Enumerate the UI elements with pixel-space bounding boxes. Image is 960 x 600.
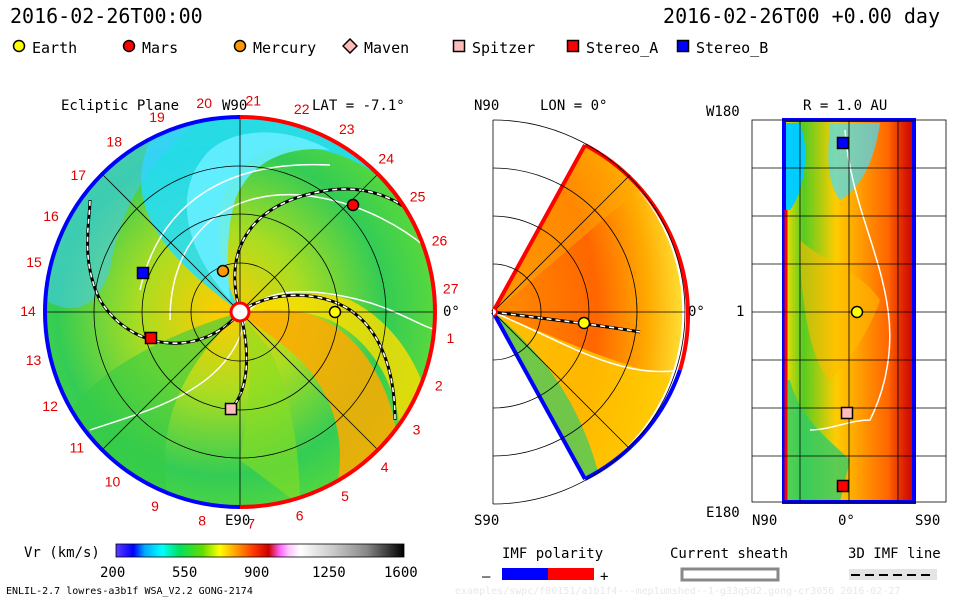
map-y-bottom-label: E180 bbox=[706, 505, 740, 521]
square-marker-icon bbox=[676, 39, 690, 57]
rotation-label: 7 bbox=[247, 516, 255, 532]
meridional-plane-panel bbox=[491, 119, 690, 505]
longitude-latitude-map-panel bbox=[751, 118, 947, 504]
rotation-label: 12 bbox=[42, 398, 58, 414]
rotation-label: 16 bbox=[43, 208, 59, 224]
circle-marker-icon bbox=[12, 39, 26, 57]
imf-minus-label: – bbox=[482, 569, 491, 585]
date-title-right: 2016-02-26T00 +0.00 day bbox=[663, 4, 940, 28]
map-x-mid-label: 0° bbox=[838, 513, 855, 529]
rotation-label: 1 bbox=[447, 330, 455, 346]
rotation-label: 18 bbox=[106, 133, 122, 149]
map-x-left-label: N90 bbox=[752, 513, 777, 529]
rotation-label: 10 bbox=[105, 473, 121, 489]
circle-marker-icon bbox=[233, 39, 247, 57]
rotation-label: 15 bbox=[26, 254, 42, 270]
spitzer-marker bbox=[840, 406, 854, 420]
square-marker-icon bbox=[452, 39, 466, 57]
rotation-label: 2 bbox=[435, 378, 443, 394]
rotation-label: 6 bbox=[296, 507, 304, 523]
imf-plus-label: + bbox=[600, 569, 608, 585]
circle-marker-icon bbox=[122, 39, 136, 57]
ecliptic-title: Ecliptic Plane bbox=[61, 98, 179, 114]
vr-colorbar bbox=[115, 543, 405, 558]
current-sheath-label: Current sheath bbox=[670, 546, 788, 562]
rotation-label: 3 bbox=[413, 422, 421, 438]
rotation-label: 22 bbox=[294, 101, 310, 117]
map-x-right-label: S90 bbox=[915, 513, 940, 529]
square-marker-icon bbox=[566, 39, 580, 57]
rotation-label: 11 bbox=[70, 439, 85, 455]
rotation-label: 21 bbox=[246, 92, 262, 108]
legend-item: Maven bbox=[341, 37, 410, 58]
earth-marker bbox=[850, 305, 864, 319]
legend-item: Earth bbox=[12, 38, 77, 58]
meridional-bottom-label: S90 bbox=[474, 513, 499, 529]
ecliptic-right-label: 0° bbox=[443, 304, 460, 320]
stereo_a-marker bbox=[836, 479, 850, 493]
spacecraft-markers bbox=[136, 136, 864, 493]
mercury-marker bbox=[216, 264, 230, 278]
rotation-label: 25 bbox=[410, 188, 426, 204]
map-title: R = 1.0 AU bbox=[803, 98, 887, 114]
rotation-label: 17 bbox=[71, 167, 87, 183]
spitzer-marker bbox=[224, 402, 238, 416]
rotation-label: 20 bbox=[196, 95, 212, 111]
map-y-top-label: W180 bbox=[706, 104, 740, 120]
stereo_b-marker bbox=[136, 266, 150, 280]
colorbar-tick: 550 bbox=[172, 565, 197, 581]
legend-label: Maven bbox=[364, 39, 410, 57]
imf-polarity-label: IMF polarity bbox=[502, 546, 603, 562]
legend-label: Stereo_B bbox=[696, 39, 769, 57]
earth-marker bbox=[328, 305, 342, 319]
footer-file-info: examples/swpc/f80151/a1b1f4---mep1umshed… bbox=[455, 586, 901, 597]
rotation-label: 4 bbox=[381, 459, 389, 475]
meridional-top-label: N90 bbox=[474, 98, 499, 114]
colorbar-tick: 1250 bbox=[312, 565, 346, 581]
rotation-label: 19 bbox=[149, 109, 165, 125]
earth-marker bbox=[577, 316, 591, 330]
mars-marker bbox=[346, 198, 360, 212]
imf-polarity-bar bbox=[502, 568, 594, 580]
meridional-right-label: 0° bbox=[688, 304, 705, 320]
ecliptic-top-label: W90 bbox=[222, 98, 247, 114]
colorbar-tick: 900 bbox=[244, 565, 269, 581]
rotation-label: 23 bbox=[339, 121, 355, 137]
legend-item: Mars bbox=[122, 38, 178, 58]
legend-label: Earth bbox=[32, 39, 78, 57]
rotation-label: 24 bbox=[378, 151, 394, 167]
legend-label: Stereo_A bbox=[586, 39, 659, 57]
imf-line-label: 3D IMF line bbox=[848, 546, 941, 562]
rotation-label: 14 bbox=[20, 303, 36, 319]
legend-item: Stereo_B bbox=[676, 38, 768, 58]
footer-model-info: ENLIL-2.7 lowres-a3b1f WSA_V2.2 GONG-217… bbox=[6, 586, 253, 597]
meridional-lon-label: LON = 0° bbox=[540, 98, 607, 114]
legend-label: Mercury bbox=[253, 39, 317, 57]
stereo_a-marker bbox=[144, 331, 158, 345]
legend-item: Spitzer bbox=[452, 38, 535, 58]
ecliptic-bottom-label: E90 bbox=[225, 513, 250, 529]
legend-item: Stereo_A bbox=[566, 38, 658, 58]
diamond-marker-icon bbox=[341, 37, 359, 58]
stereo_b-marker bbox=[836, 136, 850, 150]
ecliptic-lat-label: LAT = -7.1° bbox=[312, 98, 405, 114]
date-title-left: 2016-02-26T00:00 bbox=[10, 4, 203, 28]
rotation-label: 8 bbox=[198, 513, 206, 529]
current-sheath-swatch bbox=[680, 567, 780, 582]
rotation-label: 9 bbox=[151, 498, 159, 514]
rotation-label: 13 bbox=[26, 352, 42, 368]
rotation-label: 27 bbox=[443, 280, 459, 296]
colorbar-tick: 200 bbox=[100, 565, 125, 581]
legend-label: Spitzer bbox=[472, 39, 536, 57]
colorbar-label: Vr (km/s) bbox=[24, 545, 100, 561]
imf-line-swatch bbox=[849, 569, 937, 580]
legend-label: Mars bbox=[142, 39, 179, 57]
colorbar-tick: 1600 bbox=[384, 565, 418, 581]
legend-item: Mercury bbox=[233, 38, 316, 58]
rotation-label: 5 bbox=[341, 488, 349, 504]
rotation-label: 26 bbox=[432, 232, 448, 248]
map-y-mid-label: 1 bbox=[736, 304, 744, 320]
